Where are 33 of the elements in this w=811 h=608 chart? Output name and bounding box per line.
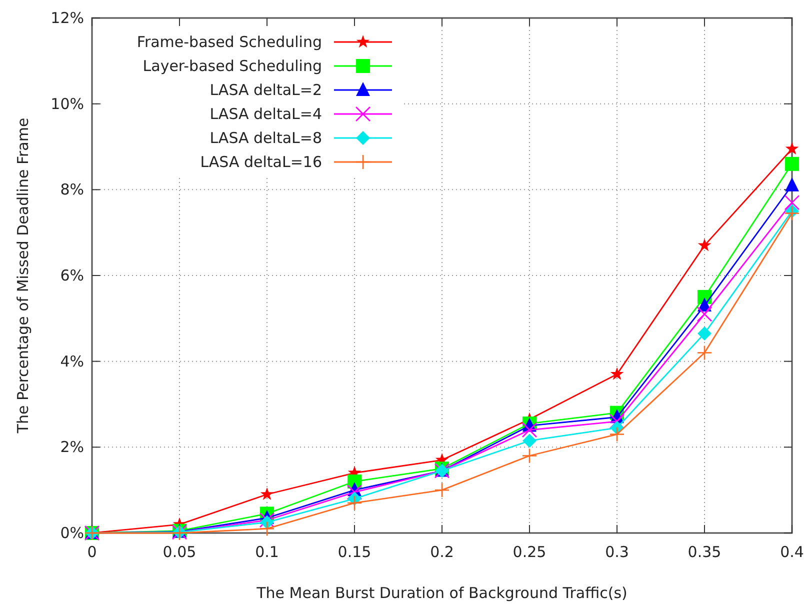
y-tick-label: 0% xyxy=(60,524,84,542)
point xyxy=(785,156,799,171)
point xyxy=(260,487,274,500)
legend-label: Layer-based Scheduling xyxy=(142,57,322,75)
legend-label: Frame-based Scheduling xyxy=(136,33,322,51)
x-tick-label: 0.05 xyxy=(162,543,196,561)
point xyxy=(522,434,536,448)
x-tick-label: 0.1 xyxy=(255,543,279,561)
x-tick-label: 0.3 xyxy=(605,543,629,561)
x-tick-label: 0.15 xyxy=(338,543,372,561)
y-tick-label: 8% xyxy=(60,180,84,199)
y-tick-label: 2% xyxy=(60,438,84,456)
point xyxy=(698,326,712,340)
x-tick-label: 0.4 xyxy=(780,543,804,561)
y-axis-title: The Percentage of Missed Deadline Frame xyxy=(14,118,32,434)
point xyxy=(785,177,799,192)
x-tick-label: 0.2 xyxy=(430,543,454,561)
legend-label: LASA deltaL=16 xyxy=(200,153,322,171)
x-tick-label: 0.35 xyxy=(688,543,722,561)
x-axis-title: The Mean Burst Duration of Background Traffic(s) xyxy=(256,584,628,602)
x-tick-label: 0.25 xyxy=(512,543,546,561)
legend-label: LASA deltaL=2 xyxy=(210,81,322,99)
legend-label: LASA deltaL=8 xyxy=(210,129,322,147)
y-tick-label: 10% xyxy=(50,94,84,113)
y-tick-label: 6% xyxy=(60,266,84,284)
legend-label: LASA deltaL=4 xyxy=(210,105,322,123)
y-tick-label: 12% xyxy=(50,9,84,27)
point xyxy=(698,238,712,252)
point xyxy=(260,515,274,530)
x-tick-label: 0 xyxy=(87,543,97,561)
point xyxy=(610,367,624,380)
y-tick-label: 4% xyxy=(60,352,84,370)
point xyxy=(785,142,799,155)
